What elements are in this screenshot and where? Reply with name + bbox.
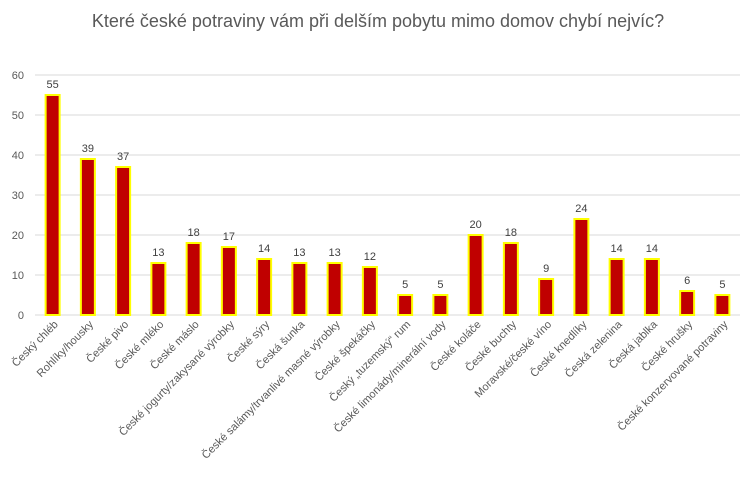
y-tick-label: 0	[18, 310, 24, 322]
bar	[467, 234, 484, 316]
bar	[326, 262, 343, 316]
data-label: 13	[293, 247, 305, 259]
data-label: 39	[82, 143, 94, 155]
bar	[115, 166, 132, 316]
y-tick-label: 40	[12, 150, 24, 162]
bar	[538, 278, 555, 316]
y-tick-label: 60	[12, 70, 24, 82]
bar	[679, 290, 696, 316]
data-label: 13	[329, 247, 341, 259]
data-label: 13	[152, 247, 164, 259]
data-label: 24	[575, 203, 587, 215]
bar	[502, 242, 519, 316]
bar	[432, 294, 449, 316]
bar	[291, 262, 308, 316]
y-tick-label: 50	[12, 110, 24, 122]
data-label: 14	[258, 243, 270, 255]
data-label: 14	[646, 243, 658, 255]
bar	[256, 258, 273, 316]
y-tick-label: 10	[12, 270, 24, 282]
data-label: 14	[611, 243, 623, 255]
y-tick-label: 20	[12, 230, 24, 242]
data-label: 5	[719, 279, 725, 291]
bar	[79, 158, 96, 316]
data-label: 9	[543, 263, 549, 275]
y-tick-label: 30	[12, 190, 24, 202]
data-label: 18	[188, 227, 200, 239]
data-label: 55	[47, 79, 59, 91]
bar	[44, 94, 61, 316]
data-label: 5	[402, 279, 408, 291]
bar	[150, 262, 167, 316]
data-label: 20	[470, 219, 482, 231]
data-label: 37	[117, 151, 129, 163]
bar	[573, 218, 590, 316]
bar	[608, 258, 625, 316]
data-label: 12	[364, 251, 376, 263]
bar	[361, 266, 378, 316]
bar	[714, 294, 731, 316]
data-label: 6	[684, 275, 690, 287]
data-label: 18	[505, 227, 517, 239]
bar	[643, 258, 660, 316]
chart-title: Které české potraviny vám při delším pob…	[91, 11, 665, 31]
data-label: 17	[223, 231, 235, 243]
bar	[185, 242, 202, 316]
bar	[397, 294, 414, 316]
x-tick-label: České špekáčky	[312, 318, 378, 384]
data-label: 5	[437, 279, 443, 291]
bar	[220, 246, 237, 316]
